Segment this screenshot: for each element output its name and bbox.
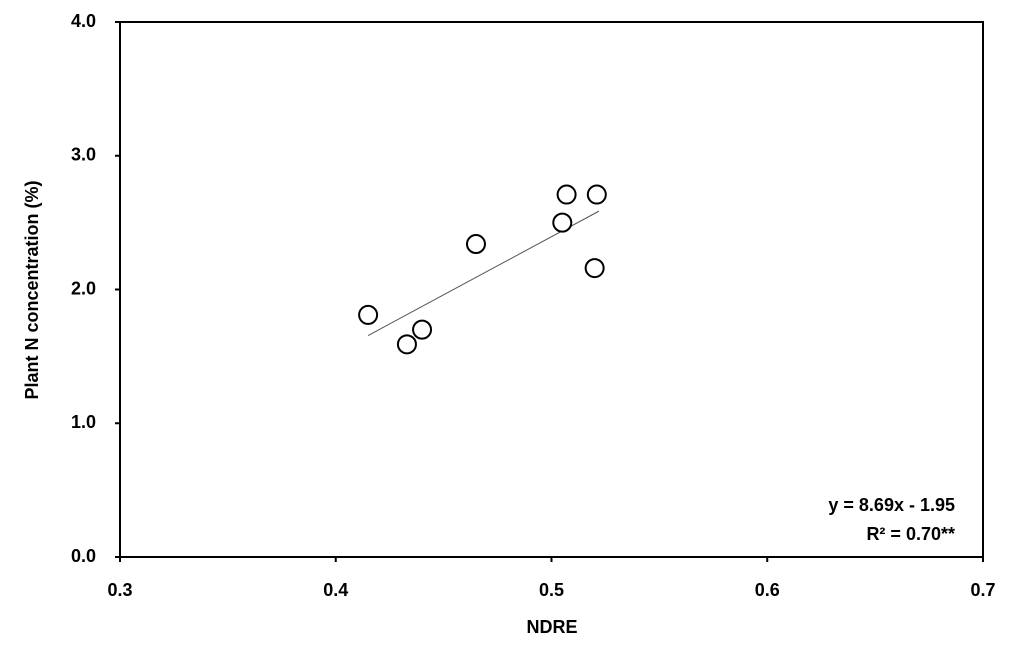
y-tick-label: 2.0 <box>71 278 96 298</box>
point <box>358 304 379 325</box>
point <box>465 234 486 255</box>
plot-area <box>119 21 984 558</box>
y-axis-label: Plant N concentration (%) <box>22 180 42 399</box>
point <box>586 184 607 205</box>
x-axis-label: NDRE <box>526 617 577 637</box>
point <box>584 258 605 279</box>
annotation: R² = 0.70** <box>866 524 955 544</box>
x-tick-label: 0.4 <box>323 580 348 600</box>
point <box>396 334 417 355</box>
x-tick-label: 0.6 <box>755 580 780 600</box>
point <box>552 212 573 233</box>
point <box>556 184 577 205</box>
x-tick-label: 0.5 <box>539 580 564 600</box>
point <box>412 319 433 340</box>
x-tick-label: 0.7 <box>970 580 995 600</box>
y-tick-label: 3.0 <box>71 145 96 165</box>
y-tick-label: 0.0 <box>71 546 96 566</box>
y-tick-label: 1.0 <box>71 412 96 432</box>
x-tick-label: 0.3 <box>107 580 132 600</box>
annotation: y = 8.69x - 1.95 <box>828 495 955 515</box>
y-tick-label: 4.0 <box>71 11 96 31</box>
